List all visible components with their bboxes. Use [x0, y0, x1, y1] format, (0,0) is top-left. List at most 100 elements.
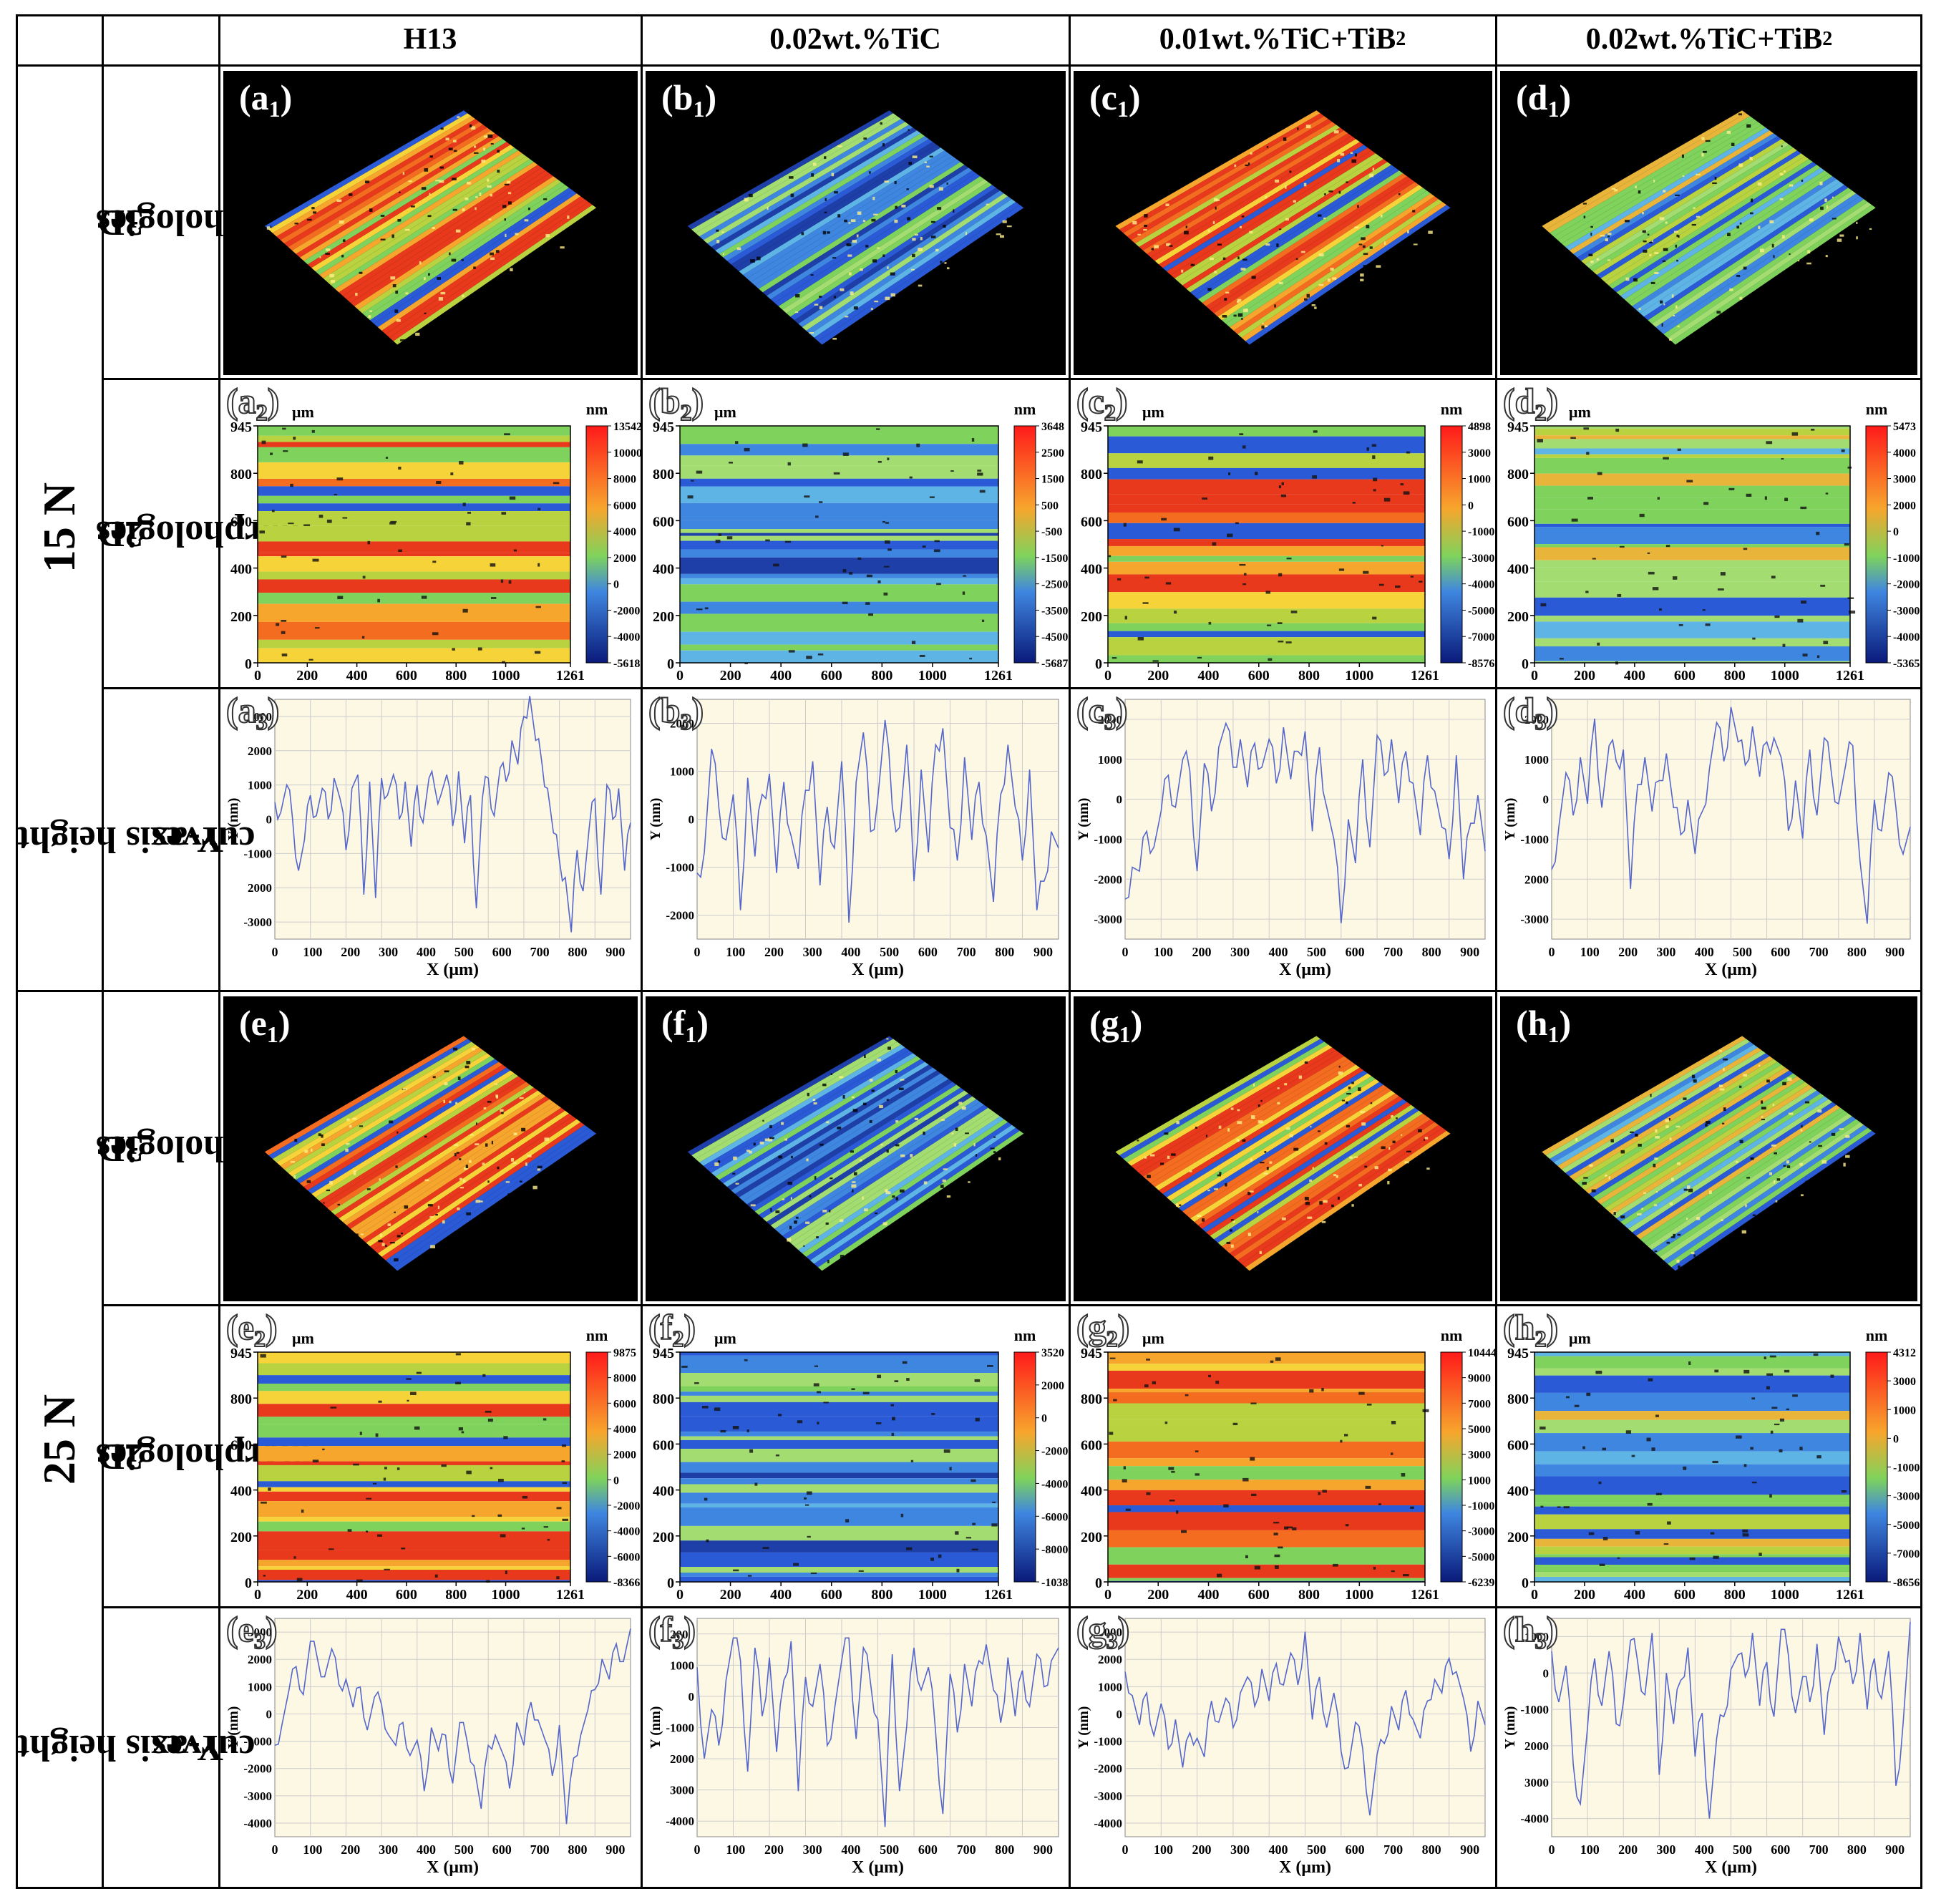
curve-x-tick: 300: [803, 945, 822, 959]
row-label-curves-15n: Y-axis height curves: [16, 819, 256, 860]
map-x-tick: 1000: [1771, 1587, 1799, 1603]
map-y-tick: 0: [667, 656, 674, 672]
map-x-tick: 0: [1531, 1587, 1538, 1603]
map-x-tick: 600: [821, 668, 842, 684]
colorbar-tick: -8366: [613, 1577, 640, 1589]
curve-y-tick: -3000: [243, 1789, 272, 1803]
curve-x-tick: 0: [1122, 1842, 1129, 1857]
panel-label: (d2): [1502, 381, 1559, 426]
curve-y-tick: 0: [266, 1707, 273, 1721]
colorbar-tick: 4000: [613, 1424, 636, 1436]
map-x-tick: 1261: [1411, 668, 1439, 684]
curve-y-tick: 2000: [1098, 1653, 1122, 1666]
map-y-tick: 945: [653, 419, 674, 435]
colorbar-tick: 8000: [613, 474, 636, 486]
map-y-tick: 945: [653, 1346, 674, 1361]
colorbar-tick: 5000: [1468, 1424, 1491, 1436]
colorbar-tick: 3000: [1468, 1449, 1491, 1462]
curve-x-tick: 700: [530, 1842, 550, 1857]
map-y-tick: 600: [653, 1437, 674, 1453]
panel-label: (g2): [1076, 1307, 1130, 1352]
curve-x-tick: 400: [841, 1842, 860, 1857]
colorbar-tick: -8576: [1468, 658, 1494, 670]
curve-y-tick: -1000: [1094, 832, 1122, 846]
map-unit-label: μm: [714, 403, 736, 421]
colorbar-tick: -6000: [613, 1551, 640, 1563]
colorbar-tick: 2000: [613, 553, 636, 565]
curve-x-tick: 800: [568, 945, 587, 959]
colorbar-tick: 1000: [1893, 1404, 1916, 1417]
curve-x-tick: 0: [1122, 945, 1129, 959]
curve-x-tick: 800: [568, 1842, 587, 1857]
curve-y-tick: 2000: [670, 1752, 694, 1766]
map-y-tick: 200: [1507, 609, 1529, 625]
curve-y-tick: 2000: [670, 1628, 694, 1641]
curve-x-tick: 100: [726, 1842, 745, 1857]
panel-label: (d1): [1516, 77, 1572, 122]
map-x-tick: 1261: [556, 1587, 585, 1603]
colorbar-tick: -5365: [1893, 658, 1920, 670]
row-label-curves-25n: Y-axis height curves: [16, 1727, 256, 1768]
curve-x-tick: 200: [764, 945, 784, 959]
map-y-tick: 400: [1081, 562, 1102, 578]
curve-y-tick: 3000: [670, 1784, 694, 1797]
curve-y-label: Y (nm): [225, 798, 241, 841]
map-x-tick: 200: [296, 1587, 318, 1603]
height-profile-line: [696, 1637, 1059, 1827]
colorbar-tick: 1000: [1468, 474, 1491, 486]
map-unit-label: μm: [1142, 403, 1164, 421]
map-y-tick: 400: [230, 1484, 252, 1500]
curve-x-tick: 0: [1549, 945, 1555, 959]
curve-x-tick: 700: [1383, 945, 1403, 959]
panel-label: (h2): [1502, 1307, 1559, 1352]
map-x-tick: 0: [676, 668, 684, 684]
panel-curve-h3: -4000 3000 2000 -1000 0 1000 0 100 200 300 400 500 6…: [1497, 1608, 1920, 1887]
height-curve-chart: -3000 2000 -1000 0 1000 2000 3000 0 100 200 300 400…: [225, 696, 631, 979]
curve-y-tick: -1000: [1094, 1735, 1122, 1749]
grid-line: [103, 378, 1921, 380]
map-y-tick: 400: [653, 1484, 674, 1500]
curve-x-tick: 500: [454, 945, 474, 959]
colorbar-tick: -1000: [1893, 553, 1920, 565]
curve-x-tick: 100: [303, 1842, 322, 1857]
surface-3d-render: [1500, 996, 1917, 1301]
height-curve-chart: -4000 3000 2000 -1000 0 1000 2000 0 100 200 300 400…: [648, 1618, 1059, 1877]
curve-y-tick: -2000: [243, 1762, 272, 1776]
map-unit-label: μm: [292, 1329, 314, 1347]
curve-x-tick: 400: [1269, 945, 1288, 959]
curve-y-tick: -1000: [666, 861, 694, 875]
panel-label: (f2): [648, 1307, 696, 1352]
colorbar-tick: 4312: [1893, 1347, 1916, 1359]
colorbar-tick: 0: [1468, 500, 1474, 512]
surface-3d-render: [646, 996, 1066, 1301]
map-y-tick: 600: [1507, 514, 1529, 530]
curve-y-tick: -4000: [243, 1817, 272, 1830]
grid-line: [641, 14, 643, 1889]
map-x-tick: 400: [1198, 668, 1220, 684]
height-curve-chart: -4000 -3000 -2000 -1000 0 1000 2000 3000 0 100 200…: [225, 1618, 631, 1877]
curve-x-tick: 100: [1580, 1842, 1600, 1857]
map-y-tick: 800: [1081, 467, 1102, 482]
grid-line: [1069, 14, 1071, 1889]
curve-y-tick: 0: [1117, 793, 1123, 807]
curve-y-tick: 3000: [248, 710, 272, 724]
map-y-tick: 800: [1507, 1391, 1529, 1407]
map-x-tick: 200: [1147, 1587, 1169, 1603]
colorbar-tick: -2500: [1041, 579, 1068, 591]
map-x-tick: 200: [720, 668, 741, 684]
map-x-tick: 400: [1198, 1587, 1220, 1603]
row-label-3d-25n: 3D morphologies: [95, 1128, 311, 1169]
curve-y-tick: 1000: [248, 1680, 272, 1694]
curve-y-tick: -1000: [1520, 1703, 1549, 1716]
colorbar-tick: 13542: [613, 421, 641, 433]
map-x-tick: 1261: [984, 1587, 1013, 1603]
panel-3d-b: (b1): [646, 71, 1066, 375]
curve-x-tick: 100: [1580, 945, 1600, 959]
surface-3d-render: [223, 71, 638, 375]
curve-x-tick: 800: [995, 945, 1014, 959]
colorbar-tick: 6000: [613, 1398, 636, 1410]
panel-2d-a: 945 800 600 400 200 0 0 200 400 600 800 1000 1261 μm n…: [220, 380, 641, 687]
colorbar-tick: -4500: [1041, 631, 1068, 643]
